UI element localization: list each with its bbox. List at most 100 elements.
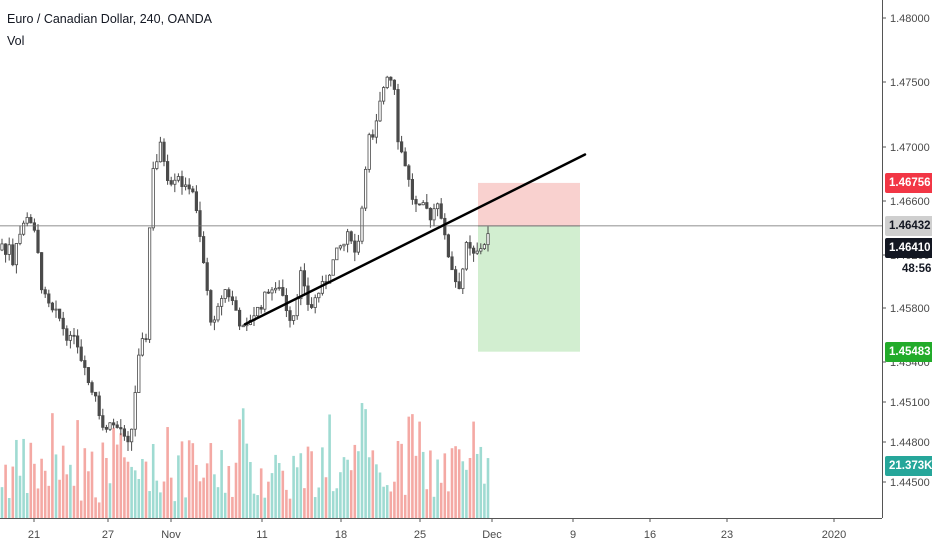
volume-legend-label[interactable]: Vol [7, 34, 25, 48]
candle-body [281, 287, 285, 296]
volume-bar [317, 487, 321, 518]
volume-bar [285, 489, 288, 518]
volume-bar [141, 459, 144, 518]
trendline [243, 153, 587, 326]
volume-bar [166, 427, 169, 518]
volume-bar [472, 421, 475, 518]
candle-body [104, 426, 108, 430]
volume-bar [234, 462, 238, 518]
volume-bar [51, 413, 54, 518]
candle-body [50, 302, 55, 311]
volume-bar [227, 465, 231, 518]
candle-body [291, 315, 296, 321]
volume-bar [198, 481, 202, 518]
volume-bar [123, 457, 126, 518]
short-position-zones[interactable] [478, 182, 580, 352]
candle-body [317, 292, 321, 299]
candle-body [205, 262, 209, 291]
price-tick-label: 1.47500 [890, 77, 930, 89]
time-tick-label: 16 [644, 529, 656, 541]
volume-bar [263, 497, 267, 518]
volume-bar [295, 467, 299, 518]
target-price-badge: 1.45483 [885, 341, 932, 362]
volume-bar [202, 477, 205, 518]
volume-bar [54, 454, 58, 518]
time-tick-label: 11 [256, 529, 267, 541]
candle-body [223, 289, 227, 299]
candle-body [144, 338, 148, 341]
volume-bar [310, 451, 313, 518]
candle-body [396, 89, 400, 143]
volume-bar [231, 496, 234, 518]
candle-body [90, 382, 94, 393]
candle-body [270, 289, 274, 294]
bid-price-badge: 1.46410 [885, 237, 932, 258]
volume-value-badge: 21.373K [885, 456, 932, 476]
candle-body [353, 240, 357, 253]
candle-body [432, 208, 436, 221]
candle-body [371, 134, 375, 138]
candle-body [453, 269, 458, 283]
candle-body [126, 435, 130, 443]
candle-body [345, 231, 350, 245]
candle-body [194, 191, 198, 211]
candle-body [54, 308, 58, 311]
volume-bar [65, 474, 69, 518]
candle-body [389, 76, 393, 81]
volume-bar [144, 461, 148, 518]
candle-body [61, 317, 65, 330]
volume-bar [101, 442, 105, 518]
candle-body [241, 325, 245, 328]
candle-body [399, 141, 404, 153]
volume-bar [205, 463, 209, 518]
candle-body [0, 243, 4, 251]
candle-body [471, 247, 476, 254]
volume-bar [90, 451, 94, 518]
drawn-lines[interactable] [0, 153, 882, 326]
candle-body [191, 188, 195, 193]
volume-bars [0, 403, 490, 518]
volume-bar [25, 493, 29, 518]
candle-body [176, 176, 180, 181]
candle-body [101, 415, 105, 428]
volume-bar [342, 457, 346, 518]
volume-bar [47, 485, 51, 518]
candle-body [129, 428, 134, 443]
volume-bar [155, 480, 159, 518]
volume-bar [58, 479, 61, 518]
volume-bar [414, 455, 418, 518]
volume-bar [29, 442, 33, 518]
candle-body [378, 100, 382, 122]
volume-bar [119, 433, 123, 518]
candle-body [97, 395, 101, 417]
candle-body [83, 360, 87, 368]
candle-body [349, 231, 353, 242]
volume-bar [220, 450, 223, 518]
candle-body [263, 291, 267, 310]
candle-body [363, 168, 368, 209]
volume-bar [126, 461, 130, 518]
symbol-title[interactable]: Euro / Canadian Dollar, 240, OANDA [7, 12, 212, 26]
volume-bar [130, 466, 133, 518]
volume-bar [252, 493, 256, 518]
volume-bar [324, 477, 328, 518]
candle-body [446, 234, 451, 258]
candle-body [234, 300, 238, 311]
candle-body [187, 184, 191, 190]
candle-body [25, 217, 29, 224]
candle-body [374, 120, 379, 138]
candle-body [180, 176, 184, 187]
candle-body [43, 289, 47, 295]
volume-bar [187, 440, 191, 518]
candle-body [482, 244, 487, 250]
candle-body [237, 309, 242, 327]
volume-bar [313, 497, 317, 518]
candle-body [47, 293, 51, 304]
volume-bar [371, 450, 375, 518]
candle-body [119, 427, 123, 430]
candle-body [173, 179, 177, 185]
candle-body [273, 287, 278, 291]
volume-bar [303, 488, 306, 518]
